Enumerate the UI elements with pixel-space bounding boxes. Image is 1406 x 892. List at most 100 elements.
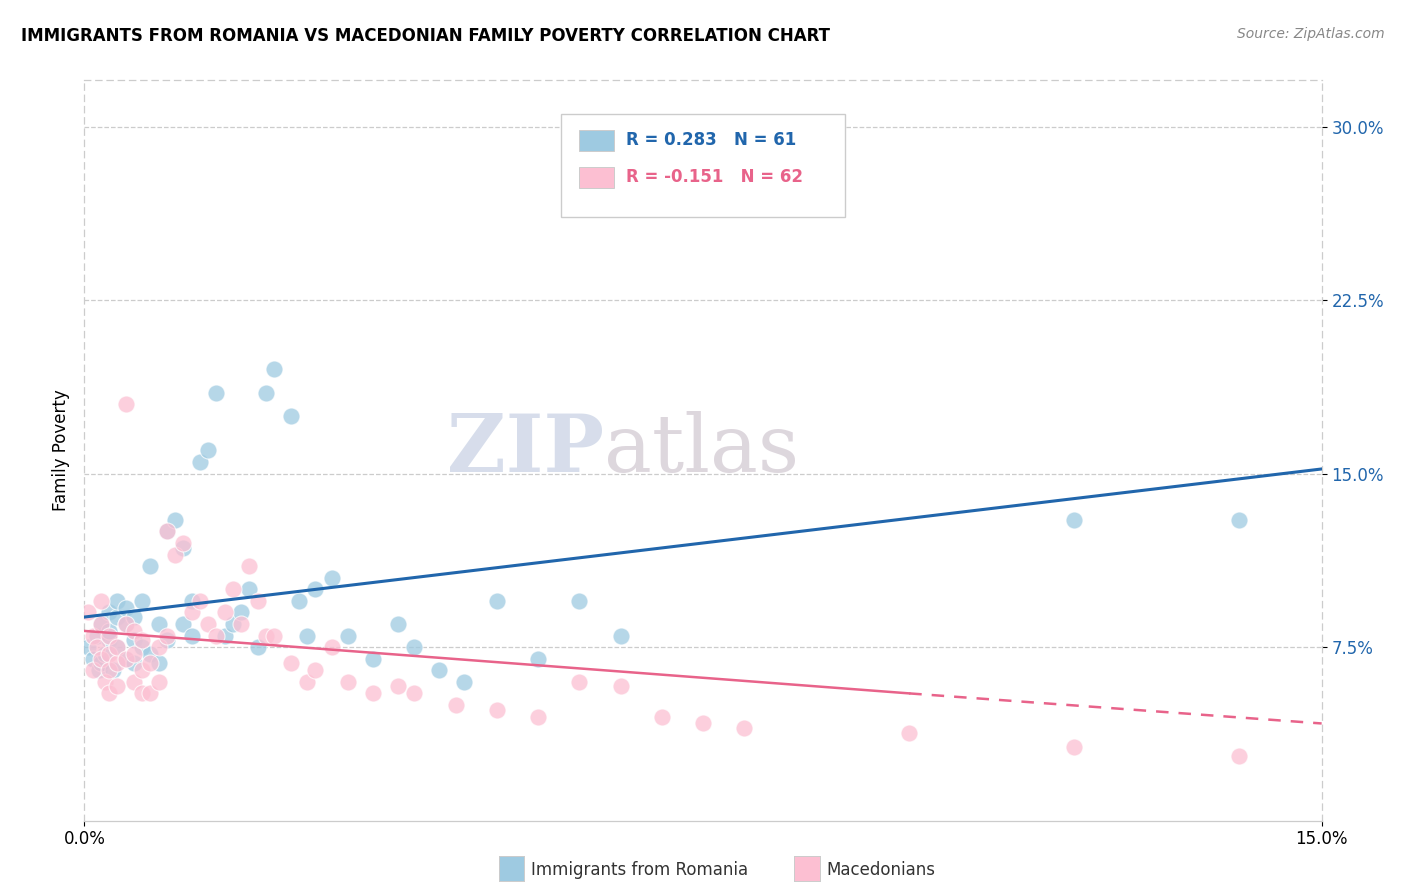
Point <box>94 674 117 689</box>
Point <box>94 647 117 661</box>
Point <box>156 633 179 648</box>
Point <box>122 657 145 671</box>
Point <box>246 594 269 608</box>
Point <box>1227 513 1250 527</box>
Point <box>114 651 136 665</box>
Point <box>98 606 121 620</box>
Point <box>222 617 245 632</box>
Point <box>148 674 170 689</box>
Point <box>122 647 145 661</box>
Point <box>238 582 260 597</box>
Point <box>205 628 228 642</box>
Point <box>197 443 219 458</box>
Point <box>98 624 121 638</box>
Point <box>337 674 360 689</box>
Point <box>214 628 236 642</box>
Point <box>321 640 343 654</box>
Point <box>1063 513 1085 527</box>
Point <box>733 721 755 735</box>
Point <box>254 385 277 400</box>
Point <box>387 680 409 694</box>
Point <box>404 686 426 700</box>
Point <box>131 663 153 677</box>
Text: Immigrants from Romania: Immigrants from Romania <box>531 861 748 879</box>
Point <box>337 628 360 642</box>
Point <box>172 536 194 550</box>
Point <box>609 680 631 694</box>
Point <box>254 628 277 642</box>
Point <box>114 651 136 665</box>
Point <box>427 663 450 677</box>
FancyBboxPatch shape <box>561 113 845 218</box>
Point <box>214 606 236 620</box>
Point <box>122 633 145 648</box>
Point <box>444 698 467 712</box>
Point <box>131 633 153 648</box>
Point <box>188 455 211 469</box>
Point <box>387 617 409 632</box>
Point <box>98 628 121 642</box>
Text: R = -0.151   N = 62: R = -0.151 N = 62 <box>626 168 803 186</box>
Point <box>114 397 136 411</box>
Point <box>105 610 128 624</box>
Point <box>148 640 170 654</box>
Point <box>82 651 104 665</box>
Point <box>103 663 125 677</box>
Point <box>82 663 104 677</box>
Point <box>139 686 162 700</box>
Point <box>180 628 202 642</box>
Point <box>172 617 194 632</box>
Point <box>98 633 121 648</box>
Point <box>229 617 252 632</box>
Y-axis label: Family Poverty: Family Poverty <box>52 390 70 511</box>
Point <box>280 657 302 671</box>
Point <box>295 674 318 689</box>
Point <box>609 628 631 642</box>
Point <box>156 628 179 642</box>
Point <box>105 640 128 654</box>
Point <box>485 594 508 608</box>
Text: IMMIGRANTS FROM ROMANIA VS MACEDONIAN FAMILY POVERTY CORRELATION CHART: IMMIGRANTS FROM ROMANIA VS MACEDONIAN FA… <box>21 27 830 45</box>
Point <box>238 559 260 574</box>
Text: atlas: atlas <box>605 411 799 490</box>
Point <box>263 628 285 642</box>
Point <box>692 716 714 731</box>
Point <box>222 582 245 597</box>
Point <box>86 628 108 642</box>
Point <box>1063 739 1085 754</box>
Point <box>77 606 100 620</box>
Point <box>453 674 475 689</box>
Point <box>114 617 136 632</box>
Point <box>139 559 162 574</box>
Text: ZIP: ZIP <box>447 411 605 490</box>
Point <box>90 657 112 671</box>
Point <box>361 651 384 665</box>
Point <box>485 703 508 717</box>
Point <box>90 651 112 665</box>
Point <box>280 409 302 423</box>
Point <box>82 628 104 642</box>
Point <box>304 663 326 677</box>
Point <box>568 674 591 689</box>
Point <box>165 513 187 527</box>
Point <box>131 594 153 608</box>
Text: Source: ZipAtlas.com: Source: ZipAtlas.com <box>1237 27 1385 41</box>
Point <box>1227 748 1250 763</box>
Text: R = 0.283   N = 61: R = 0.283 N = 61 <box>626 130 797 148</box>
Bar <box>579 130 614 151</box>
Point <box>156 524 179 539</box>
Point <box>172 541 194 555</box>
Point <box>295 628 318 642</box>
Point <box>246 640 269 654</box>
Point <box>180 594 202 608</box>
Point <box>98 647 121 661</box>
Point <box>122 610 145 624</box>
Point <box>139 657 162 671</box>
Point <box>527 709 550 723</box>
Point <box>114 617 136 632</box>
Point <box>568 594 591 608</box>
Point <box>321 571 343 585</box>
Point <box>77 640 100 654</box>
Point <box>205 385 228 400</box>
Point <box>105 657 128 671</box>
